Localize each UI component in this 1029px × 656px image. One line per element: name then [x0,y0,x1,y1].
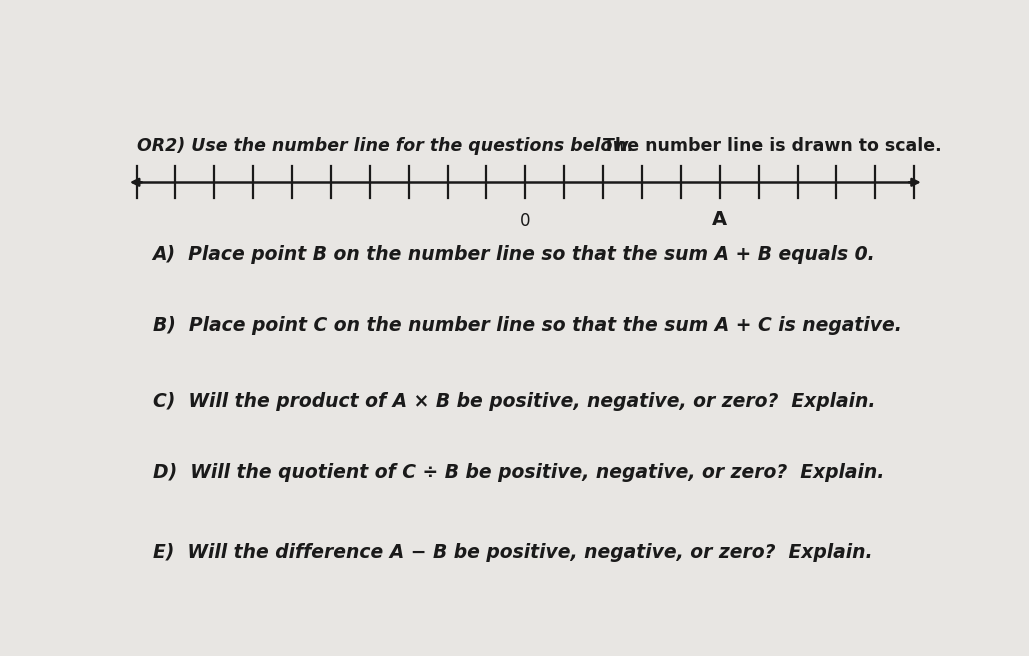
Text: 0: 0 [520,212,531,230]
Text: E)  Will the difference A − B be positive, negative, or zero?  Explain.: E) Will the difference A − B be positive… [152,543,873,562]
Text: A)  Place point B on the number line so that the sum A + B equals 0.: A) Place point B on the number line so t… [152,245,876,264]
Text: OR2) Use the number line for the questions below.: OR2) Use the number line for the questio… [137,137,645,155]
Text: The number line is drawn to scale.: The number line is drawn to scale. [603,137,942,155]
Text: A: A [712,210,728,229]
Text: C)  Will the product of A × B be positive, negative, or zero?  Explain.: C) Will the product of A × B be positive… [152,392,875,411]
Text: D)  Will the quotient of C ÷ B be positive, negative, or zero?  Explain.: D) Will the quotient of C ÷ B be positiv… [152,462,884,482]
Text: B)  Place point C on the number line so that the sum A + C is negative.: B) Place point C on the number line so t… [152,316,901,335]
